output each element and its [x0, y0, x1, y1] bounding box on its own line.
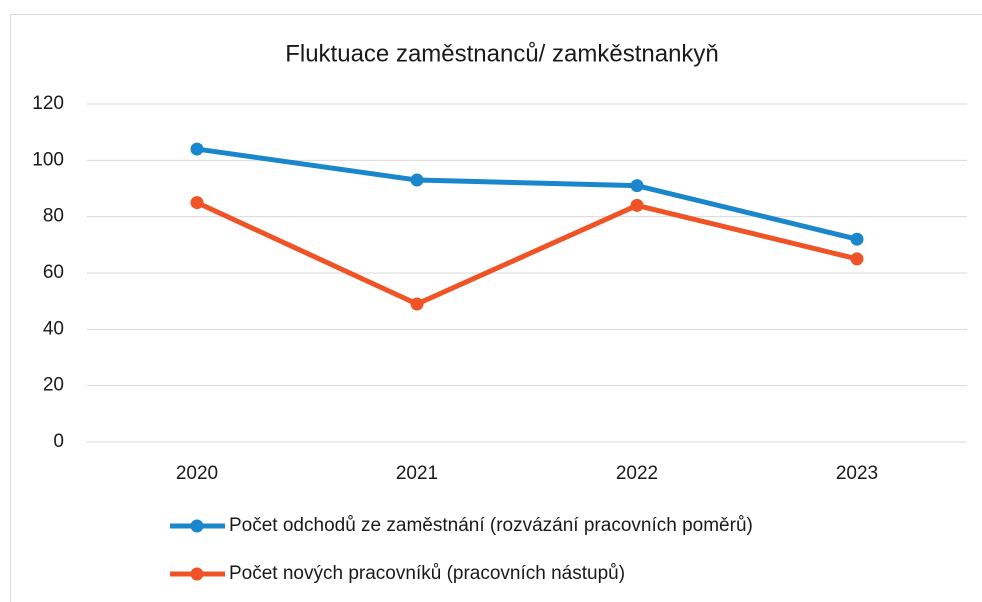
x-tick-label: 2023: [836, 463, 878, 484]
legend-marker: [190, 519, 204, 533]
data-point: [630, 198, 644, 212]
data-point: [630, 179, 644, 193]
y-tick-label: 120: [32, 93, 64, 114]
data-point: [410, 173, 424, 187]
chart-border: [10, 14, 982, 602]
series-line: [194, 200, 860, 307]
chart-title: Fluktuace zaměstnanců/ zamkěstnankyň: [285, 40, 719, 67]
y-tick-label: 0: [53, 431, 64, 452]
y-tick-label: 100: [32, 149, 64, 170]
data-point: [410, 297, 424, 311]
y-tick-label: 40: [43, 318, 64, 339]
series-line: [194, 146, 860, 242]
y-tick-label: 20: [43, 375, 64, 396]
legend-label: Počet nových pracovníků (pracovních nást…: [229, 563, 625, 584]
legend-marker: [190, 567, 204, 581]
data-point: [190, 142, 204, 156]
x-tick-label: 2022: [616, 463, 658, 484]
data-point: [850, 232, 864, 246]
x-tick-label: 2020: [176, 463, 218, 484]
y-tick-label: 80: [43, 206, 64, 227]
y-tick-label: 60: [43, 262, 64, 283]
x-tick-label: 2021: [396, 463, 438, 484]
data-point: [850, 252, 864, 266]
legend-label: Počet odchodů ze zaměstnání (rozvázání p…: [229, 515, 753, 536]
data-point: [190, 196, 204, 210]
